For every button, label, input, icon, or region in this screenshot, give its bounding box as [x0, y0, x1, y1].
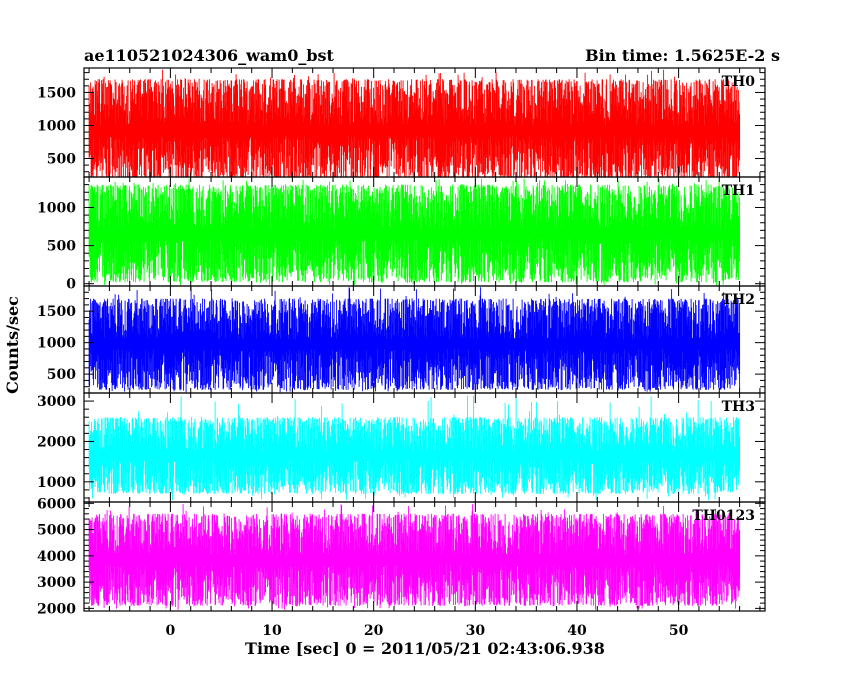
panel-label: TH3 — [722, 399, 755, 415]
y-tick-label: 500 — [47, 152, 76, 168]
y-tick-label: 4000 — [37, 549, 76, 565]
panel-label: TH1 — [722, 183, 755, 199]
series-th0123 — [88, 504, 741, 610]
panel-th0: 500 1000 1500 TH0 — [37, 67, 766, 178]
y-tick-label: 6000 — [37, 496, 76, 512]
y-tick-label: 1000 — [37, 336, 76, 352]
series-th1 — [88, 178, 741, 286]
y-tick-label: 2000 — [37, 601, 76, 617]
x-tick-label: 50 — [669, 623, 689, 639]
chart-title: ae110521024306_wam0_bst — [84, 46, 335, 65]
y-tick-label: 3000 — [37, 575, 76, 591]
y-tick-label: 1000 — [37, 200, 76, 216]
x-tick-label: 0 — [166, 623, 176, 639]
panel-th3: 1000 2000 3000 TH3 — [37, 392, 766, 503]
x-tick-label: 10 — [262, 623, 282, 639]
y-tick-label: 500 — [47, 367, 76, 383]
x-axis-label: Time [sec] 0 = 2011/05/21 02:43:06.938 — [245, 639, 605, 658]
y-tick-label: 1000 — [37, 475, 76, 491]
series-th3 — [88, 395, 741, 501]
y-axis-label: Counts/sec — [3, 296, 22, 394]
series-th2 — [88, 286, 741, 393]
series-th0 — [88, 69, 741, 177]
panel-th1: 0 500 1000 TH1 — [37, 176, 766, 293]
y-tick-label: 3000 — [37, 394, 76, 410]
y-tick-label: 1500 — [37, 304, 76, 320]
x-tick-label: 30 — [466, 623, 486, 639]
bin-time-label: Bin time: 1.5625E-2 s — [585, 46, 780, 65]
x-tick-label: 20 — [364, 623, 384, 639]
y-tick-label: 2000 — [37, 434, 76, 450]
y-tick-label: 1500 — [37, 85, 76, 101]
panel-label: TH0123 — [692, 508, 755, 524]
y-tick-label: 1000 — [37, 118, 76, 134]
x-tick-label: 40 — [567, 623, 587, 639]
panel-label: TH0 — [722, 74, 756, 90]
y-tick-label: 5000 — [37, 523, 76, 539]
panel-th2: 500 1000 1500 TH2 — [37, 285, 766, 394]
panel-th0123: 2000 3000 4000 5000 6000 TH0123 — [37, 496, 766, 617]
panels-layer: 50010001500TH005001000TH150010001500TH21… — [37, 67, 766, 639]
panel-label: TH2 — [722, 292, 755, 308]
panel-frame — [83, 501, 766, 612]
y-tick-label: 0 — [66, 277, 76, 293]
y-tick-label: 500 — [47, 239, 76, 255]
